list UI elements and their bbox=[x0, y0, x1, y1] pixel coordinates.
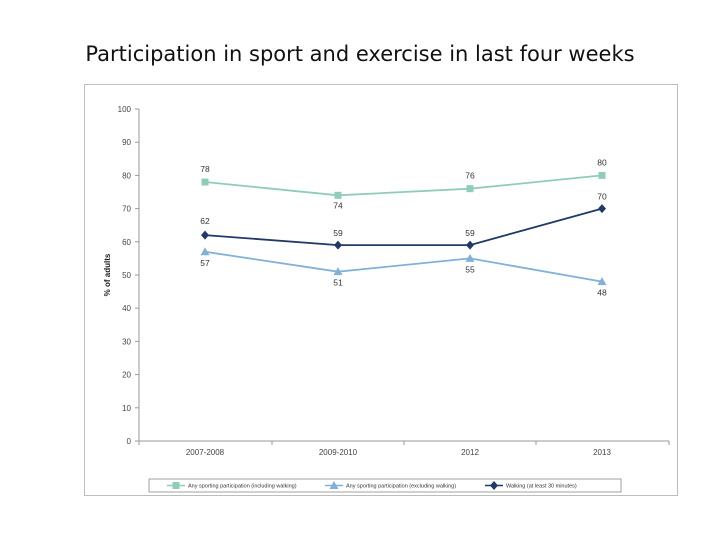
data-label: 55 bbox=[465, 264, 475, 274]
series-line bbox=[204, 250, 603, 283]
triangle-marker bbox=[333, 267, 343, 276]
legend-entry: Walking (at least 30 minutes) bbox=[506, 484, 577, 490]
data-label: 48 bbox=[597, 288, 607, 298]
data-label: 80 bbox=[597, 157, 607, 167]
data-label: 70 bbox=[597, 192, 607, 202]
y-tick-label: 80 bbox=[122, 171, 131, 180]
diamond-marker bbox=[201, 230, 209, 240]
slide-title: Participation in sport and exercise in l… bbox=[85, 42, 635, 66]
y-tick-label: 60 bbox=[122, 238, 131, 247]
y-tick-label: 70 bbox=[122, 205, 131, 214]
legend-entry: Any sporting participation (excluding wa… bbox=[346, 484, 456, 490]
series-line bbox=[204, 174, 603, 197]
triangle-marker bbox=[465, 253, 475, 262]
y-tick-label: 50 bbox=[122, 271, 131, 280]
data-label: 78 bbox=[200, 164, 210, 174]
x-tick-label: 2007-2008 bbox=[186, 448, 225, 457]
y-tick-label: 10 bbox=[122, 404, 131, 413]
diamond-marker bbox=[334, 240, 342, 250]
data-label: 57 bbox=[200, 258, 210, 268]
data-label: 76 bbox=[465, 171, 475, 181]
x-tick-label: 2009-2010 bbox=[319, 448, 358, 457]
diamond-marker bbox=[598, 204, 606, 214]
axes: 0 10 20 30 40 50 60 70 80 90 100 2007-2008 2009-2010… bbox=[103, 105, 670, 457]
diamond-marker bbox=[466, 240, 474, 250]
diamond-marker bbox=[490, 481, 498, 490]
square-marker bbox=[201, 178, 209, 186]
y-tick-label: 100 bbox=[118, 105, 132, 114]
line-chart: 0 10 20 30 40 50 60 70 80 90 100 2007-2008 2009-2010… bbox=[103, 105, 670, 493]
y-tick-label: 30 bbox=[122, 337, 131, 346]
y-axis-label: % of adults bbox=[103, 253, 112, 296]
x-tick-label: 2013 bbox=[593, 448, 611, 457]
legend-box bbox=[148, 478, 622, 493]
series-lines bbox=[200, 171, 607, 286]
data-labels: 78 74 76 80 57 51 55 48 62 59 59 70 bbox=[200, 157, 607, 297]
square-marker bbox=[334, 191, 342, 199]
data-label: 59 bbox=[333, 228, 343, 238]
triangle-marker bbox=[329, 481, 339, 489]
square-marker bbox=[598, 171, 606, 179]
legend: Any sporting participation (including wa… bbox=[148, 478, 622, 493]
series-line bbox=[204, 207, 603, 247]
triangle-marker bbox=[200, 247, 210, 256]
y-tick-label: 0 bbox=[127, 437, 132, 446]
y-tick-label: 20 bbox=[122, 371, 131, 380]
y-tick-label: 40 bbox=[122, 304, 131, 313]
data-label: 74 bbox=[333, 200, 343, 210]
data-label: 62 bbox=[200, 216, 210, 226]
x-tick-label: 2012 bbox=[461, 448, 479, 457]
data-label: 59 bbox=[465, 228, 475, 238]
data-label: 51 bbox=[333, 278, 343, 288]
legend-entry: Any sporting participation (including wa… bbox=[188, 484, 297, 490]
y-tick-label: 90 bbox=[122, 138, 131, 147]
triangle-marker bbox=[597, 277, 607, 286]
square-marker bbox=[172, 482, 180, 489]
square-marker bbox=[466, 185, 474, 193]
chart-frame: 0 10 20 30 40 50 60 70 80 90 100 2007-2008 2009-2010… bbox=[84, 84, 678, 496]
